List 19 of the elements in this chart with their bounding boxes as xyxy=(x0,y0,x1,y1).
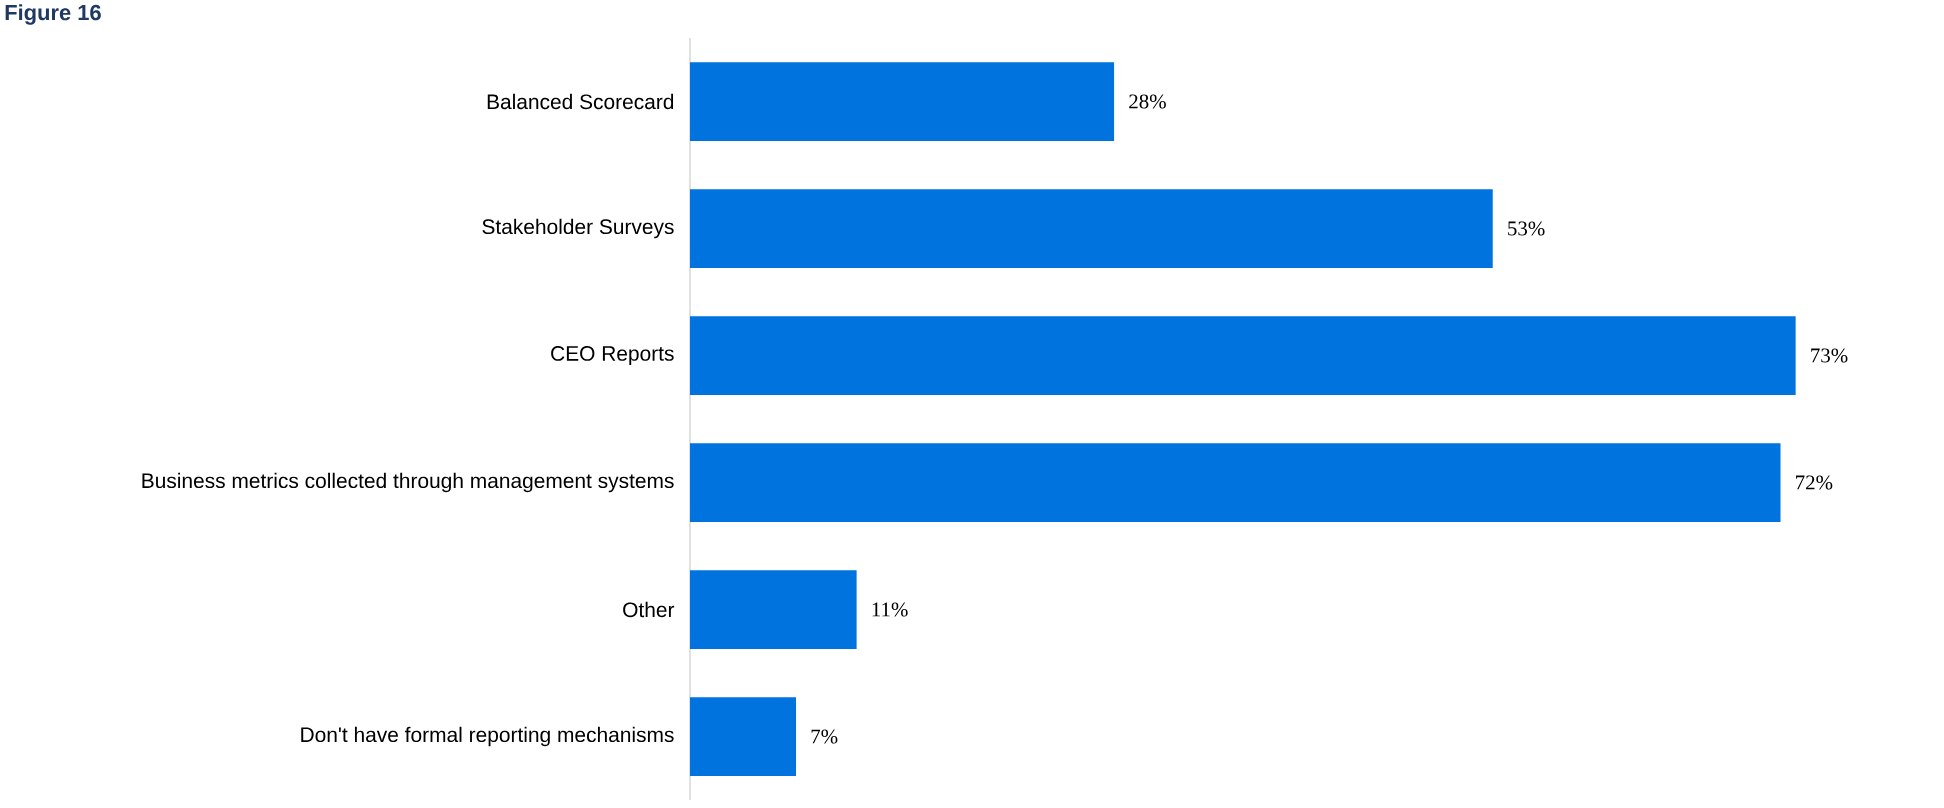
bar xyxy=(690,189,1493,268)
bar xyxy=(690,62,1115,141)
text: Figure 16 xyxy=(5,4,101,25)
data-label: 11% xyxy=(872,602,908,617)
y-tick-label: Balanced Scorecard xyxy=(487,93,674,110)
y-tick-label: Stakeholder Surveys xyxy=(482,218,674,239)
bar xyxy=(690,570,857,649)
y-tick-label: Business metrics collected through management systems xyxy=(142,472,674,493)
y-tick-label: CEO Reports xyxy=(551,346,674,365)
y-tick-label: Other xyxy=(623,601,675,618)
bar xyxy=(690,443,1781,522)
data-label: 28% xyxy=(1129,94,1166,109)
bar xyxy=(690,316,1796,395)
y-tick-label: Don't have formal reporting mechanisms xyxy=(301,726,674,747)
bar xyxy=(690,697,797,776)
data-label: 72% xyxy=(1796,475,1833,490)
data-label: 73% xyxy=(1811,348,1848,363)
data-label: 53% xyxy=(1508,221,1545,236)
data-label: 7% xyxy=(811,729,838,744)
